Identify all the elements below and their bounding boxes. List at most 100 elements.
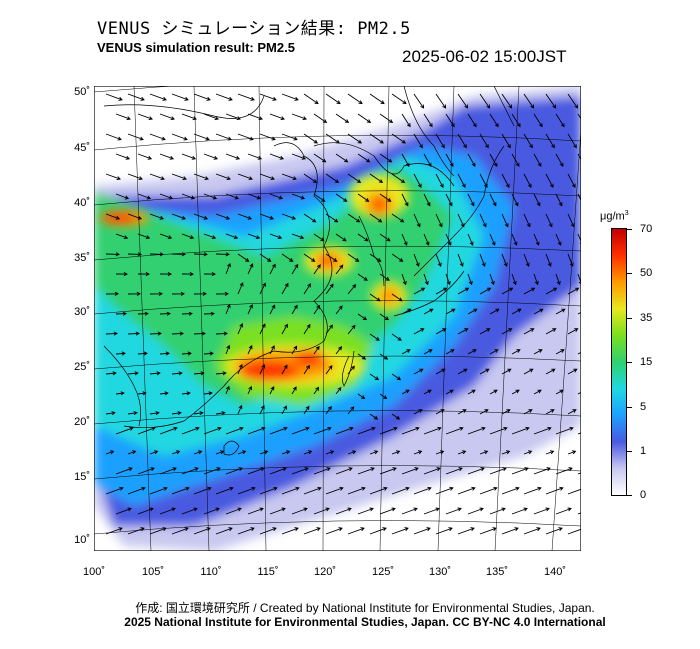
- map-frame: [94, 86, 581, 551]
- wind-arrow: [511, 426, 530, 435]
- wind-arrow: [523, 328, 535, 335]
- wind-arrow: [237, 213, 253, 220]
- wind-arrow: [181, 467, 199, 475]
- wind-arrow: [335, 113, 350, 124]
- wind-arrow: [237, 404, 243, 415]
- lon-label-105: 105˚: [141, 566, 165, 578]
- lon-label-120: 120˚: [313, 566, 337, 578]
- colorbar-label-15: 15: [640, 356, 653, 368]
- wind-arrow: [137, 272, 150, 277]
- wind-arrow: [269, 345, 275, 355]
- wind-arrow: [181, 426, 200, 435]
- wind-arrow: [105, 213, 121, 220]
- wind-arrow: [127, 173, 143, 181]
- colorbar-unit: μg/m3: [600, 210, 629, 223]
- wind-arrow: [391, 133, 406, 144]
- wind-arrow: [269, 507, 286, 515]
- wind-arrow: [379, 313, 390, 321]
- wind-arrow: [215, 173, 231, 181]
- wind-arrow: [467, 153, 476, 168]
- wind-arrow: [325, 405, 332, 415]
- wind-arrow: [193, 527, 211, 535]
- wind-arrow: [105, 252, 120, 257]
- wind-arrow: [523, 287, 536, 295]
- wind-arrow: [225, 303, 231, 315]
- wind-arrow: [159, 272, 172, 277]
- wind-arrow: [413, 409, 423, 415]
- wind-arrow: [511, 273, 517, 286]
- wind-arrow: [105, 371, 117, 376]
- wind-arrow: [303, 253, 316, 262]
- wind-arrow: [401, 308, 412, 315]
- wind-arrow: [215, 411, 226, 416]
- wind-arrow: [225, 385, 230, 395]
- wind-arrow: [445, 113, 455, 128]
- colorbar-tick-70: [627, 229, 632, 230]
- wind-arrow: [523, 93, 535, 109]
- timestamp: 2025-06-02 15:00JST: [402, 47, 567, 66]
- wind-arrow: [237, 253, 250, 262]
- wind-arrow: [523, 527, 541, 535]
- wind-arrow: [347, 486, 366, 495]
- wind-arrow: [127, 133, 144, 141]
- wind-arrow: [523, 450, 533, 455]
- wind-arrow: [423, 273, 429, 286]
- wind-arrow: [325, 450, 335, 455]
- wind-arrow: [357, 193, 370, 202]
- wind-arrow: [567, 253, 574, 267]
- wind-arrow: [313, 153, 327, 163]
- wind-arrow: [115, 351, 126, 356]
- wind-arrow: [347, 93, 363, 105]
- wind-arrow: [215, 252, 230, 257]
- wind-arrow: [379, 353, 389, 360]
- wind-arrow: [545, 253, 552, 267]
- wind-arrow: [501, 93, 513, 109]
- wind-arrow: [347, 324, 356, 335]
- wind-arrow: [269, 467, 287, 475]
- wind-arrow: [313, 193, 326, 202]
- title-jp: VENUS シミュレーション結果: PM2.5: [97, 19, 411, 39]
- wind-arrow: [237, 282, 244, 295]
- wind-arrow: [489, 273, 495, 286]
- wind-arrow: [533, 389, 542, 395]
- wind-arrow: [511, 507, 528, 515]
- wind-arrow: [413, 527, 431, 535]
- wind-arrow: [391, 93, 407, 105]
- wind-arrow: [291, 153, 307, 160]
- wind-arrow: [259, 405, 265, 415]
- wind-arrow: [225, 153, 241, 160]
- wind-arrow: [127, 527, 145, 535]
- wind-arrow: [105, 291, 119, 296]
- wind-arrow: [401, 153, 410, 168]
- wind-arrow: [325, 93, 341, 105]
- wind-arrow: [137, 311, 149, 316]
- wind-arrow: [457, 173, 466, 189]
- lon-label-125: 125˚: [371, 566, 395, 578]
- wind-arrow: [457, 368, 468, 375]
- wind-arrow: [435, 133, 445, 149]
- wind-arrow: [577, 391, 581, 395]
- wind-arrow: [501, 527, 519, 535]
- wind-arrow: [137, 113, 153, 121]
- wind-arrow: [489, 193, 497, 207]
- wind-arrow: [379, 193, 392, 202]
- wind-arrow: [193, 411, 204, 416]
- wind-arrow: [215, 331, 228, 336]
- wind-arrow: [567, 328, 579, 335]
- wind-arrow: [193, 173, 209, 181]
- colorbar-label-70: 70: [640, 223, 653, 235]
- wind-arrow: [523, 486, 542, 495]
- wind-arrow: [247, 304, 253, 315]
- wind-vectors: [105, 93, 581, 535]
- colorbar-tick-35: [627, 318, 632, 319]
- wind-arrow: [479, 253, 486, 267]
- hotspot-red-korea: [373, 198, 385, 210]
- wind-arrow: [291, 304, 298, 315]
- wind-arrow: [237, 527, 255, 535]
- wind-arrow: [115, 272, 128, 277]
- wind-arrow: [291, 233, 305, 240]
- wind-arrow: [369, 373, 380, 381]
- wind-arrow: [511, 308, 522, 315]
- wind-arrow: [445, 273, 451, 286]
- wind-arrow: [115, 467, 133, 475]
